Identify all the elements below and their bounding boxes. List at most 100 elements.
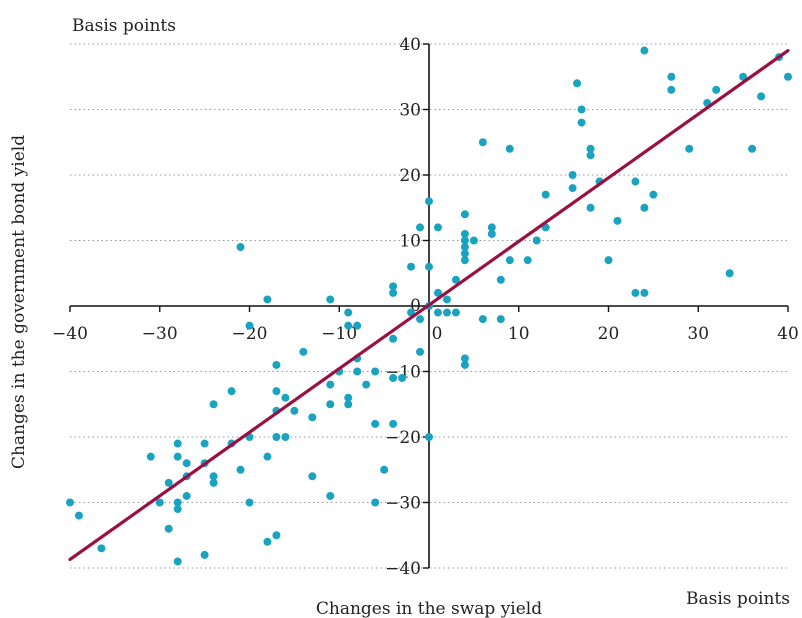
data-point: [573, 79, 582, 88]
data-point: [739, 72, 748, 81]
data-point: [667, 85, 676, 94]
y-unit-label: Basis points: [72, 16, 176, 36]
data-point: [308, 472, 317, 481]
data-point: [460, 229, 469, 238]
y-tick-label: 10: [399, 232, 421, 252]
data-point: [712, 85, 721, 94]
data-point: [433, 308, 442, 317]
data-point: [173, 505, 182, 514]
data-point: [416, 223, 425, 232]
data-point: [380, 465, 389, 474]
data-point: [460, 210, 469, 219]
data-point: [460, 256, 469, 265]
data-point: [586, 144, 595, 153]
data-point: [505, 144, 514, 153]
data-point: [371, 367, 380, 376]
x-axis-title: Changes in the swap yield: [316, 599, 542, 618]
data-point: [173, 452, 182, 461]
data-point: [748, 144, 757, 153]
data-point: [200, 550, 209, 559]
data-point: [245, 498, 254, 507]
tick-labels: −40 −30 −20 −10 0 10 20 30 40−40−30−20−101020304…: [52, 35, 799, 579]
data-point: [478, 315, 487, 324]
data-point: [685, 144, 694, 153]
data-point: [389, 282, 398, 291]
data-point: [272, 387, 281, 396]
data-point: [460, 354, 469, 363]
data-point: [442, 308, 451, 317]
data-point: [577, 118, 586, 127]
data-point: [362, 380, 371, 389]
data-point: [66, 498, 74, 507]
y-tick-label: −20: [385, 428, 421, 448]
data-point: [442, 295, 451, 304]
data-point: [281, 433, 290, 441]
fit-line-layer: [68, 48, 790, 562]
data-point: [425, 197, 433, 206]
data-point: [487, 223, 496, 232]
data-point: [371, 498, 380, 507]
data-point: [631, 177, 640, 186]
data-point: [577, 105, 586, 114]
y-tick-label: −40: [385, 559, 421, 579]
data-point: [784, 72, 792, 81]
data-point: [326, 295, 335, 304]
data-point: [398, 374, 407, 383]
data-point: [416, 315, 425, 324]
fit-line: [68, 48, 790, 562]
y-tick-label: 40: [399, 35, 421, 55]
data-point: [263, 295, 272, 304]
y-tick-label: 30: [399, 101, 421, 121]
x-tick-label: 0: [432, 324, 443, 344]
data-point: [344, 321, 353, 330]
data-point: [97, 544, 106, 553]
x-unit-label: Basis points: [686, 589, 790, 609]
data-point: [389, 288, 398, 297]
x-tick-label: 30: [687, 324, 709, 344]
data-point: [460, 243, 469, 252]
data-point: [344, 400, 353, 409]
y-tick-label: 20: [399, 166, 421, 186]
data-point: [74, 511, 83, 520]
x-tick-label: 10: [508, 324, 530, 344]
data-point: [640, 46, 649, 55]
data-point: [389, 419, 398, 428]
data-point: [236, 465, 245, 474]
data-point: [146, 452, 155, 461]
data-point: [425, 433, 433, 441]
data-point: [523, 256, 532, 265]
data-point: [308, 413, 317, 422]
data-point: [290, 406, 299, 415]
data-point: [245, 321, 254, 330]
data-point: [173, 498, 182, 507]
data-point: [725, 269, 734, 278]
data-point: [272, 531, 281, 540]
data-point: [532, 236, 541, 245]
x-tick-label: −40: [52, 324, 88, 344]
data-point: [407, 262, 416, 271]
y-tick-label: 0: [410, 296, 421, 316]
data-point: [389, 374, 398, 383]
data-point: [478, 138, 487, 147]
data-point: [433, 288, 442, 297]
data-point: [200, 439, 209, 448]
data-point: [425, 262, 433, 271]
data-point: [371, 419, 380, 428]
data-point: [281, 393, 290, 402]
x-tick-label: 20: [598, 324, 620, 344]
data-point: [631, 288, 640, 297]
data-point: [173, 557, 182, 566]
x-tick-label: 40: [777, 324, 799, 344]
data-points: [66, 46, 792, 566]
y-tick-label: −30: [385, 494, 421, 514]
data-point: [667, 72, 676, 81]
data-point: [272, 360, 281, 369]
data-point: [326, 491, 335, 500]
data-point: [640, 288, 649, 297]
data-point: [460, 249, 469, 258]
data-point: [263, 537, 272, 546]
data-point: [182, 459, 191, 468]
data-point: [263, 452, 272, 461]
data-point: [613, 216, 622, 225]
data-point: [487, 229, 496, 238]
